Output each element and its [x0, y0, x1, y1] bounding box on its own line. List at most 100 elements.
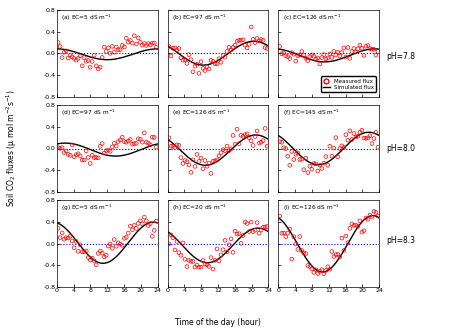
Point	[324, 264, 332, 269]
Point	[63, 235, 70, 240]
Point	[109, 246, 116, 251]
Point	[193, 62, 201, 67]
Point	[66, 52, 74, 58]
Point	[282, 53, 290, 58]
Point	[308, 166, 316, 172]
Point	[330, 254, 337, 259]
Point	[328, 249, 336, 254]
Text: pH=7.8: pH=7.8	[386, 51, 415, 61]
Point	[284, 230, 292, 236]
Point	[362, 215, 370, 221]
Point	[205, 160, 213, 166]
Point	[304, 58, 311, 63]
Point	[227, 236, 235, 242]
Point	[205, 264, 213, 269]
Point	[193, 262, 201, 268]
Point	[120, 44, 128, 50]
Point	[179, 161, 187, 166]
Point	[227, 146, 235, 151]
Point	[290, 51, 298, 57]
Point	[115, 240, 122, 246]
Point	[133, 226, 140, 231]
Point	[334, 252, 342, 257]
Point	[104, 244, 112, 249]
Point	[84, 255, 92, 260]
Point	[278, 51, 285, 56]
Point	[253, 128, 261, 134]
Point	[326, 267, 334, 272]
Point	[89, 153, 96, 158]
Point	[249, 229, 257, 234]
Point	[68, 54, 76, 59]
Point	[278, 231, 285, 236]
Point	[171, 45, 179, 50]
Point	[318, 267, 326, 272]
Point	[246, 42, 253, 47]
Point	[348, 49, 356, 54]
Text: (f) EC=145 dS m$^{-1}$: (f) EC=145 dS m$^{-1}$	[283, 108, 339, 118]
Point	[253, 36, 261, 41]
Point	[120, 236, 128, 241]
Point	[118, 43, 126, 48]
Point	[70, 154, 78, 159]
Point	[143, 218, 150, 223]
Point	[181, 57, 189, 62]
Point	[110, 50, 118, 55]
Point	[135, 35, 142, 41]
Point	[340, 45, 347, 50]
Point	[348, 137, 356, 142]
Point	[175, 46, 183, 51]
Point	[213, 61, 221, 66]
Point	[68, 238, 76, 244]
Point	[229, 133, 237, 138]
Point	[130, 223, 138, 228]
Point	[102, 49, 110, 54]
Point	[221, 54, 229, 60]
Point	[58, 230, 66, 236]
Point	[374, 49, 382, 54]
Point	[169, 144, 177, 149]
Point	[251, 40, 259, 45]
Point	[246, 229, 253, 234]
Point	[257, 227, 265, 233]
Point	[185, 162, 193, 168]
Point	[151, 40, 158, 46]
Point	[201, 158, 209, 163]
Point	[122, 235, 130, 240]
Point	[167, 53, 175, 59]
Point	[187, 170, 195, 175]
Point	[356, 218, 364, 223]
Point	[201, 262, 209, 267]
Point	[370, 47, 378, 52]
Point	[99, 141, 106, 146]
Point	[338, 143, 346, 148]
Point	[312, 56, 319, 62]
Point	[340, 145, 347, 150]
Point	[73, 57, 80, 63]
Point	[316, 61, 324, 67]
Point	[318, 166, 326, 171]
Point	[120, 139, 128, 144]
Point	[138, 221, 146, 226]
Point	[366, 133, 374, 138]
Point	[128, 142, 136, 147]
Point	[235, 231, 243, 236]
Point	[127, 38, 134, 43]
Point	[372, 52, 380, 58]
Point	[107, 241, 114, 247]
Point	[185, 52, 193, 57]
Point	[128, 227, 136, 232]
Point	[322, 154, 329, 159]
Point	[330, 146, 337, 151]
Point	[225, 148, 233, 153]
Point	[300, 167, 308, 172]
Point	[231, 43, 239, 48]
Point	[304, 170, 311, 175]
Point	[117, 137, 124, 143]
Point	[145, 41, 152, 46]
Point	[199, 166, 207, 171]
Point	[185, 258, 193, 263]
Point	[261, 224, 269, 230]
Point	[314, 271, 321, 276]
Point	[122, 36, 130, 41]
